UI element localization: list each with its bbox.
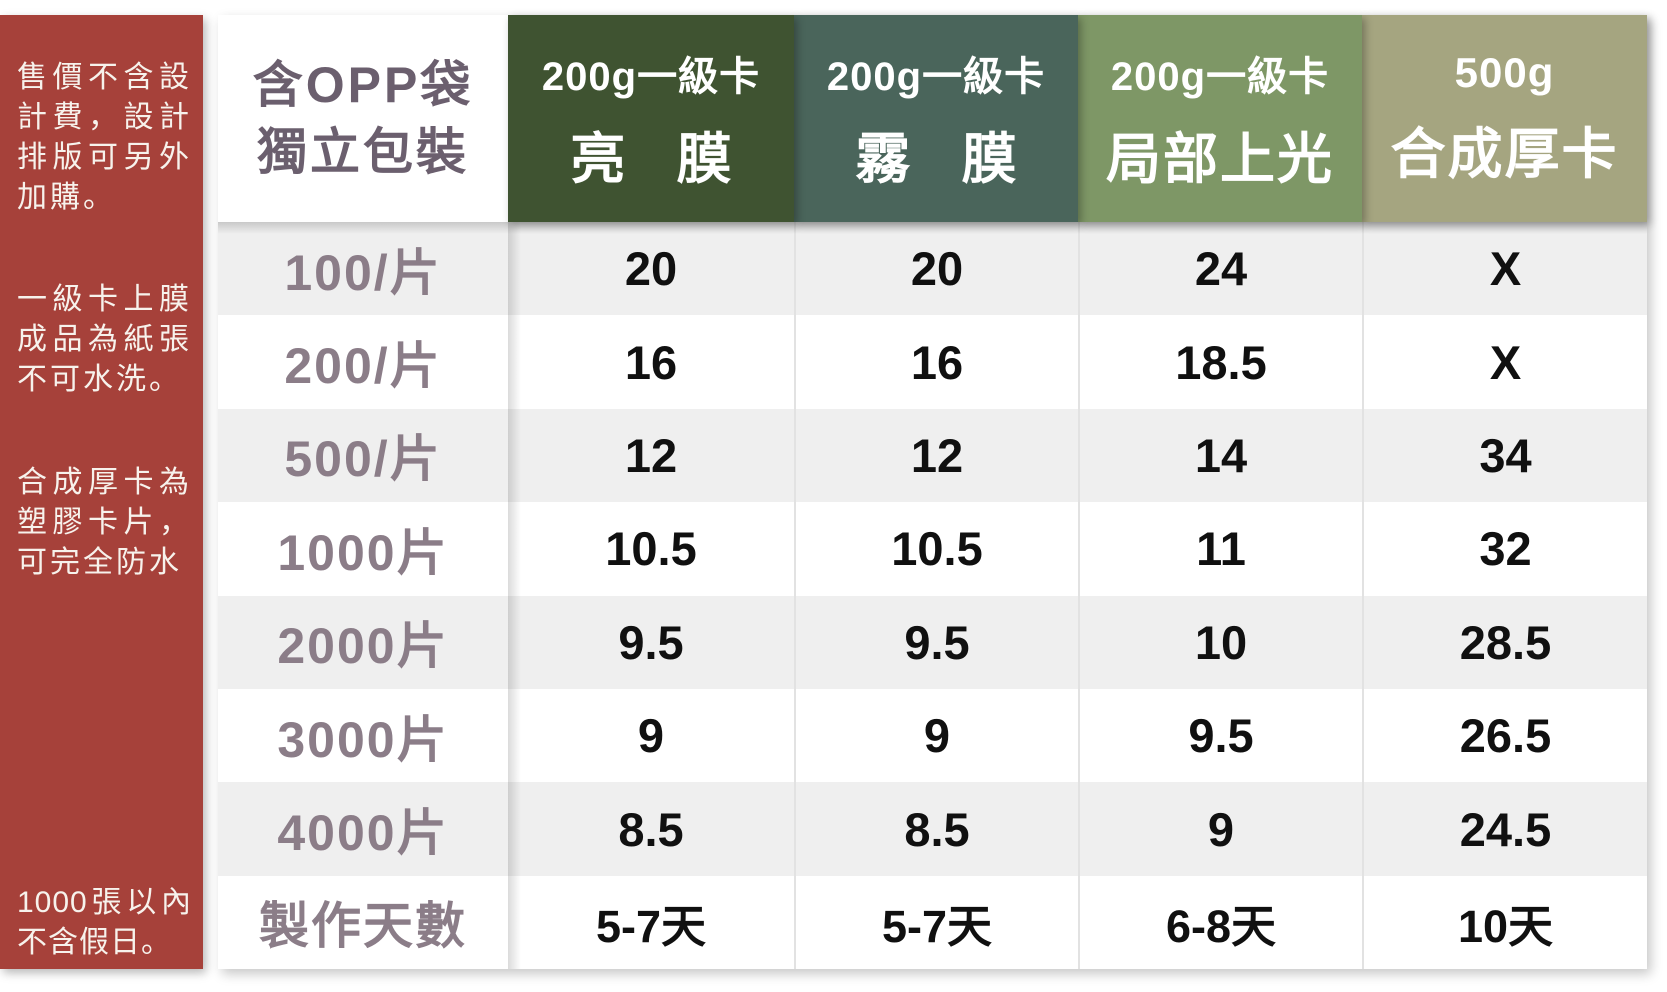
days-cell: 10天 [1362,875,1647,970]
price-cell: 8.5 [508,782,794,876]
price-cell: 9.5 [1078,688,1362,783]
column-header-weight: 200g一級卡 [826,54,1046,99]
price-cell: 28.5 [1362,595,1647,689]
column-header-finish: 亮 膜 [570,127,750,190]
row-label-1000: 1000片 [218,502,508,596]
price-cell: 12 [508,408,794,503]
days-cell: 5-7天 [508,875,794,970]
price-cell: 32 [1362,502,1647,596]
price-cell: 9 [508,688,794,783]
column-header-matte-film: 200g一級卡 霧 膜 [794,15,1078,222]
price-cell: 24 [1078,222,1362,316]
pricing-table: 含OPP袋 獨立包裝 200g一級卡 亮 膜 200g一級卡 霧 膜 200g一… [218,15,1647,970]
column-header-weight: 200g一級卡 [1110,54,1330,99]
price-cell: 12 [794,408,1078,503]
price-cell: 9 [1078,782,1362,876]
row-label-3000: 3000片 [218,688,508,783]
price-cell: 34 [1362,408,1647,503]
price-cell: 24.5 [1362,782,1647,876]
sidebar-note-film-warning: 一級卡上膜成品為紙張不可水洗。 [17,283,192,396]
price-cell: 10.5 [794,502,1078,596]
price-cell: 14 [1078,408,1362,503]
sidebar-note-design-fee: 售價不含設計費，設計排版可另外加購。 [17,61,192,214]
column-header-finish: 霧 膜 [855,127,1035,190]
price-cell: 16 [508,315,794,409]
column-header-spot-uv: 200g一級卡 局部上光 [1078,15,1362,222]
price-cell: 18.5 [1078,315,1362,409]
row-label-4000: 4000片 [218,782,508,876]
pricing-grid: 含OPP袋 獨立包裝 200g一級卡 亮 膜 200g一級卡 霧 膜 200g一… [218,15,1647,970]
row-label-2000: 2000片 [218,595,508,689]
price-cell: 9 [794,688,1078,783]
column-header-finish: 局部上光 [1105,127,1334,190]
price-cell: 16 [794,315,1078,409]
column-header-gloss-film: 200g一級卡 亮 膜 [508,15,794,222]
price-cell: 20 [794,222,1078,316]
corner-header-line2: 獨立包裝 [257,123,469,180]
price-cell: 11 [1078,502,1362,596]
sidebar-note-waterproof: 合成厚卡為塑膠卡片，可完全防水 [17,466,192,579]
column-header-finish: 合成厚卡 [1390,122,1619,185]
corner-header: 含OPP袋 獨立包裝 [218,15,508,222]
price-cell: 9.5 [794,595,1078,689]
days-cell: 6-8天 [1078,875,1362,970]
price-cell: 8.5 [794,782,1078,876]
price-cell: 20 [508,222,794,316]
price-cell: X [1362,315,1647,409]
row-label-production-days: 製作天數 [218,875,508,970]
sidebar-note-lead-time: 1000張以內不含假日。 [17,886,192,959]
price-cell: 10 [1078,595,1362,689]
corner-header-line1: 含OPP袋 [252,56,474,113]
price-cell: 26.5 [1362,688,1647,783]
row-label-500: 500/片 [218,408,508,503]
days-cell: 5-7天 [794,875,1078,970]
column-header-weight: 200g一級卡 [541,54,761,99]
price-cell: 10.5 [508,502,794,596]
price-cell: 9.5 [508,595,794,689]
row-label-200: 200/片 [218,315,508,409]
notes-sidebar: 售價不含設計費，設計排版可另外加購。 一級卡上膜成品為紙張不可水洗。 合成厚卡為… [0,15,203,969]
row-label-100: 100/片 [218,222,508,316]
price-cell: X [1362,222,1647,316]
column-header-weight: 500g [1454,48,1555,96]
column-header-synthetic-thick-card: 500g 合成厚卡 [1362,15,1647,222]
